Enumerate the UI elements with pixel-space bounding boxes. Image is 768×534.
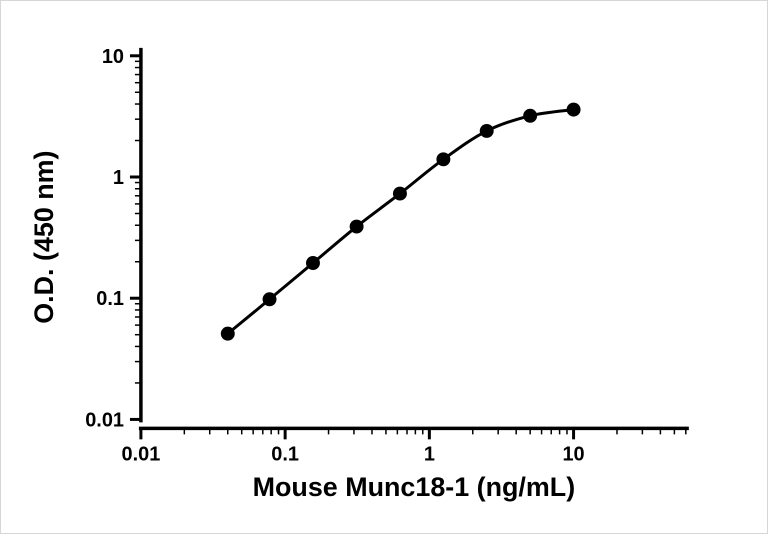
tick-labels: 0.01 0.1 1 10 0.01 0.1 1 10 bbox=[85, 46, 584, 466]
data-point bbox=[392, 186, 407, 201]
y-axis-title: O.D. (450 nm) bbox=[29, 150, 59, 323]
data-point bbox=[436, 152, 451, 167]
x-tick-label: 1 bbox=[424, 443, 435, 465]
x-tick-label: 0.01 bbox=[122, 443, 161, 465]
data-point bbox=[262, 292, 277, 307]
y-tick-label: 0.1 bbox=[96, 288, 124, 310]
data-point bbox=[566, 102, 581, 117]
x-tick-label: 10 bbox=[562, 443, 584, 465]
data-point bbox=[479, 123, 494, 138]
curve-line bbox=[226, 108, 574, 335]
data-series bbox=[220, 102, 581, 341]
y-tick-label: 10 bbox=[102, 46, 124, 68]
data-point bbox=[305, 256, 320, 270]
y-tick-label: 0.01 bbox=[85, 409, 124, 431]
data-point bbox=[349, 219, 364, 234]
x-axis-title: Mouse Munc18-1 (ng/mL) bbox=[253, 472, 576, 502]
y-tick-label: 1 bbox=[113, 167, 124, 189]
data-point bbox=[220, 326, 235, 341]
data-point bbox=[523, 108, 538, 123]
axes bbox=[138, 47, 689, 431]
tick-marks bbox=[129, 54, 687, 440]
x-tick-label: 0.1 bbox=[271, 443, 299, 465]
